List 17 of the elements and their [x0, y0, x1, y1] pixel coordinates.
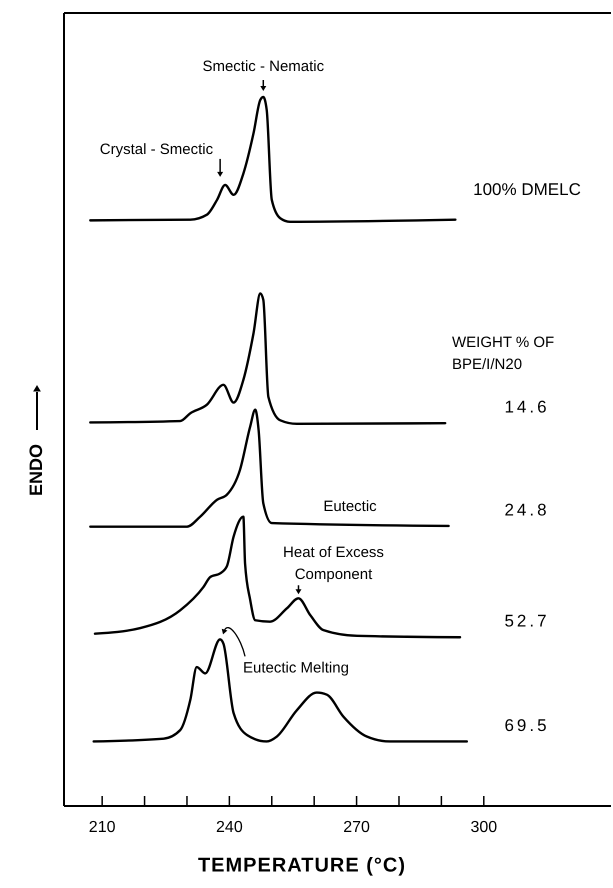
y-axis-title: ENDO [26, 444, 46, 496]
text: 24.8 [504, 500, 550, 520]
annotation: Heat of Excess Component [283, 544, 384, 584]
text: 14.6 [504, 398, 550, 417]
annotation: Eutectic Melting [243, 659, 349, 676]
series-label: 100% DMELC [473, 180, 581, 200]
text: 69.5 [504, 716, 550, 735]
x-tick-label: 210 [88, 819, 116, 836]
annotation: Crystal - Smectic [100, 140, 214, 158]
x-tick-label: 240 [216, 819, 243, 836]
x-tick-label: 270 [343, 819, 370, 836]
annotation: Smectic - Nematic [202, 58, 325, 75]
annotation: Eutectic [323, 498, 378, 515]
text: 52.7 [504, 612, 550, 631]
x-tick-label: 300 [470, 819, 498, 836]
annotation: WEIGHT % OF BPE/I/N20 [452, 334, 554, 373]
x-axis-title: TEMPERATURE (°C) [198, 854, 406, 876]
